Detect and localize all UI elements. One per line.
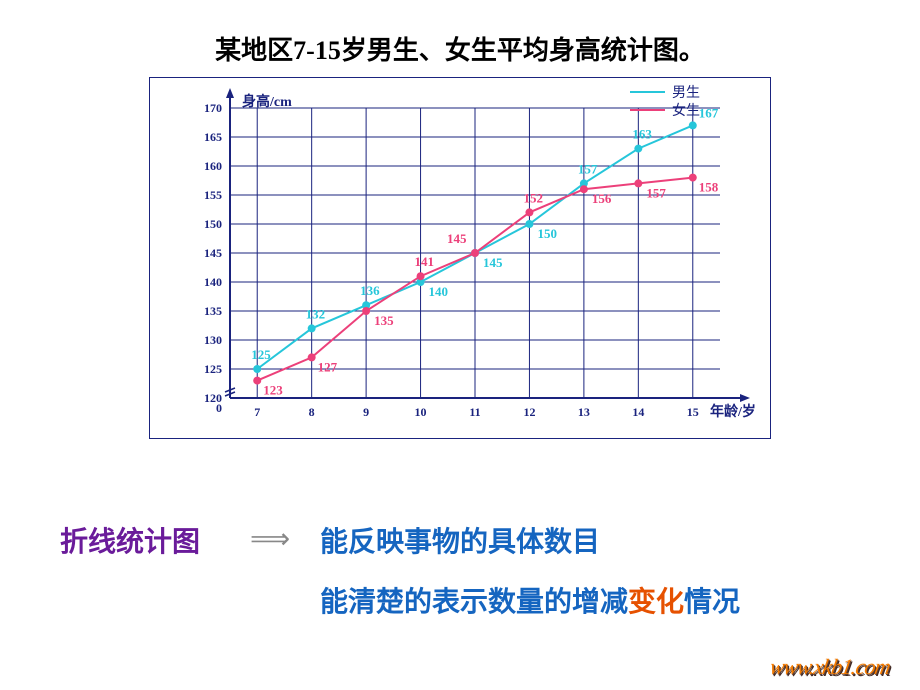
svg-text:123: 123 xyxy=(263,383,283,398)
svg-text:女生: 女生 xyxy=(672,102,700,119)
svg-text:12: 12 xyxy=(523,405,535,419)
page-title: 某地区7-15岁男生、女生平均身高统计图。 xyxy=(0,0,920,77)
svg-text:150: 150 xyxy=(204,217,222,231)
svg-text:年龄/岁: 年龄/岁 xyxy=(710,403,756,420)
svg-text:135: 135 xyxy=(374,313,394,328)
svg-text:165: 165 xyxy=(204,130,222,144)
svg-text:140: 140 xyxy=(429,284,449,299)
svg-text:7: 7 xyxy=(254,405,260,419)
desc-line-2: 能清楚的表示数量的增减变化情况 xyxy=(320,580,740,620)
svg-text:127: 127 xyxy=(318,359,338,374)
svg-text:155: 155 xyxy=(204,188,222,202)
svg-text:男生: 男生 xyxy=(672,85,700,101)
svg-text:145: 145 xyxy=(483,255,503,270)
svg-text:140: 140 xyxy=(204,275,222,289)
svg-text:135: 135 xyxy=(204,304,222,318)
svg-text:152: 152 xyxy=(523,190,543,205)
svg-text:13: 13 xyxy=(578,405,590,419)
svg-text:156: 156 xyxy=(592,191,612,206)
height-chart: 1201251301351401451501551601651700789101… xyxy=(149,77,771,439)
svg-text:130: 130 xyxy=(204,333,222,347)
svg-text:10: 10 xyxy=(415,405,427,419)
svg-text:9: 9 xyxy=(363,405,369,419)
svg-text:167: 167 xyxy=(699,105,719,120)
svg-text:145: 145 xyxy=(204,246,222,260)
svg-text:132: 132 xyxy=(306,306,326,321)
chart-type-label: 折线统计图 xyxy=(60,520,200,560)
svg-text:8: 8 xyxy=(309,405,315,419)
svg-text:0: 0 xyxy=(216,401,222,415)
svg-text:身高/cm: 身高/cm xyxy=(242,93,292,110)
svg-text:150: 150 xyxy=(537,226,557,241)
svg-text:160: 160 xyxy=(204,159,222,173)
svg-text:125: 125 xyxy=(251,347,271,362)
desc-line-1: 能反映事物的具体数目 xyxy=(320,520,600,560)
watermark: www.xkb1.com xyxy=(768,654,892,680)
svg-text:141: 141 xyxy=(415,254,435,269)
svg-text:11: 11 xyxy=(469,405,480,419)
svg-text:170: 170 xyxy=(204,101,222,115)
chart-canvas: 1201251301351401451501551601651700789101… xyxy=(150,78,770,438)
svg-text:158: 158 xyxy=(699,180,719,195)
svg-text:157: 157 xyxy=(578,161,598,176)
svg-text:14: 14 xyxy=(632,405,644,419)
svg-text:145: 145 xyxy=(447,231,467,246)
arrow-icon: ⟹ xyxy=(250,522,286,556)
svg-text:15: 15 xyxy=(687,405,699,419)
svg-text:157: 157 xyxy=(646,185,666,200)
svg-text:125: 125 xyxy=(204,362,222,376)
svg-text:163: 163 xyxy=(632,127,652,142)
svg-text:136: 136 xyxy=(360,283,380,298)
